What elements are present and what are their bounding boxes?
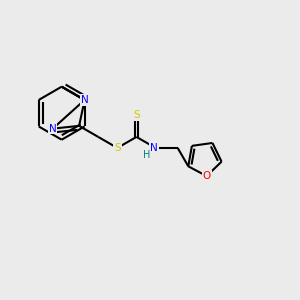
Text: N: N bbox=[49, 124, 57, 134]
Text: O: O bbox=[202, 171, 211, 181]
Text: N: N bbox=[150, 143, 158, 153]
Text: S: S bbox=[114, 143, 121, 153]
Text: H: H bbox=[143, 150, 151, 160]
Text: N: N bbox=[81, 95, 88, 105]
Text: S: S bbox=[133, 110, 140, 120]
